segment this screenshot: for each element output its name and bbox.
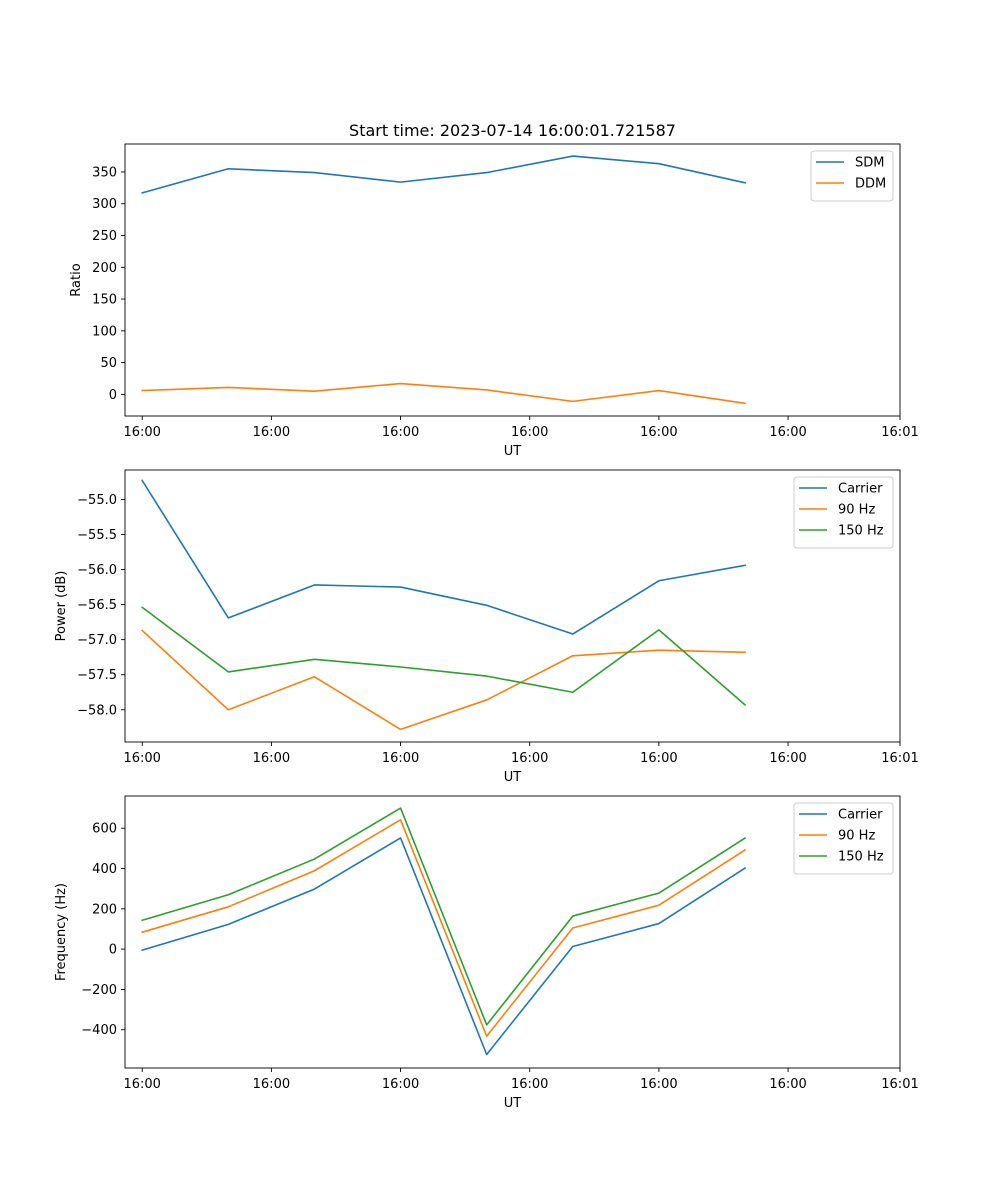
legend: SDM DDM — [810, 150, 894, 202]
series-line-150-hz — [141, 807, 747, 1026]
x-axis-label: UT — [504, 770, 522, 785]
y-tick-label: −56.0 — [77, 563, 117, 578]
x-tick-label: 16:00 — [769, 425, 806, 440]
y-axis-label: Ratio — [69, 263, 84, 296]
y-tick-label: −200 — [81, 983, 117, 998]
y-tick-label: 300 — [92, 197, 117, 212]
y-tick-label: 350 — [92, 165, 117, 180]
x-tick-label: 16:00 — [382, 751, 419, 766]
x-tick-label: 16:01 — [881, 1077, 918, 1092]
legend-label: 150 Hz — [838, 524, 884, 539]
legend-box — [810, 150, 894, 202]
axes-frame — [124, 795, 901, 1069]
y-tick-label: 150 — [92, 293, 117, 308]
legend-label: Carrier — [838, 808, 883, 823]
series-line-90-hz — [141, 629, 746, 731]
panel-3: 16:00 16:00 16:00 16:00 16:00 16:00 16:01 −400 −… — [54, 795, 919, 1111]
legend: Carrier 90 Hz 150 Hz — [793, 802, 894, 875]
x-tick-label: 16:00 — [640, 1077, 677, 1092]
series-line-carrier — [141, 479, 746, 635]
y-tick-label: 200 — [92, 261, 117, 276]
y-tick-label: −56.5 — [77, 598, 117, 613]
legend-label: 90 Hz — [838, 503, 875, 518]
y-tick-label: −55.0 — [77, 493, 117, 508]
x-axis-label: UT — [504, 444, 522, 459]
x-tick-label: 16:01 — [881, 425, 918, 440]
x-tick-label: 16:00 — [253, 751, 290, 766]
y-tick-label: −57.5 — [77, 668, 117, 683]
x-tick-label: 16:00 — [123, 425, 160, 440]
x-tick-label: 16:00 — [640, 425, 677, 440]
y-tick-label: 600 — [92, 822, 117, 837]
legend-label: 150 Hz — [838, 850, 884, 865]
y-tick-label: 0 — [109, 943, 117, 958]
chart-title: Start time: 2023-07-14 16:00:01.721587 — [349, 121, 676, 140]
y-axis-label: Power (dB) — [54, 571, 69, 642]
legend-label: Carrier — [838, 482, 883, 497]
series-line-150-hz — [141, 606, 747, 706]
x-tick-label: 16:00 — [382, 1077, 419, 1092]
legend-label: SDM — [855, 156, 884, 171]
y-tick-label: −57.0 — [77, 633, 117, 648]
legend: Carrier 90 Hz 150 Hz — [793, 476, 894, 549]
series-line-sdm — [141, 155, 746, 194]
y-tick-label: 250 — [92, 229, 117, 244]
x-tick-label: 16:00 — [511, 751, 548, 766]
y-axis-label: Frequency (Hz) — [54, 883, 69, 981]
x-tick-label: 16:00 — [640, 751, 677, 766]
axes-frame — [124, 143, 901, 417]
x-tick-label: 16:00 — [382, 425, 419, 440]
series-line-carrier — [141, 837, 747, 1056]
x-tick-label: 16:00 — [253, 1077, 290, 1092]
legend-label: 90 Hz — [838, 829, 875, 844]
y-tick-label: 200 — [92, 902, 117, 917]
x-tick-label: 16:00 — [123, 1077, 160, 1092]
y-tick-label: 400 — [92, 862, 117, 877]
x-tick-label: 16:00 — [511, 425, 548, 440]
x-tick-label: 16:00 — [511, 1077, 548, 1092]
series-line-90-hz — [141, 818, 747, 1037]
series-line-ddm — [141, 382, 746, 405]
x-axis-label: UT — [504, 1096, 522, 1111]
panel-2: 16:00 16:00 16:00 16:00 16:00 16:00 16:01 −58.0… — [54, 469, 919, 785]
axes-frame — [124, 469, 901, 743]
legend-label: DDM — [855, 177, 886, 192]
x-tick-label: 16:00 — [123, 751, 160, 766]
y-tick-label: 0 — [109, 388, 117, 403]
y-tick-label: −55.5 — [77, 528, 117, 543]
x-tick-label: 16:01 — [881, 751, 918, 766]
y-tick-label: −58.0 — [77, 703, 117, 718]
x-tick-label: 16:00 — [769, 1077, 806, 1092]
x-tick-label: 16:00 — [769, 751, 806, 766]
panels: 16:00 16:00 16:00 16:00 16:00 16:00 16:01 0 50 10… — [54, 143, 919, 1111]
y-tick-label: −400 — [81, 1023, 117, 1038]
y-tick-label: 100 — [92, 324, 117, 339]
panel-1: 16:00 16:00 16:00 16:00 16:00 16:00 16:01 0 50 10… — [69, 143, 919, 459]
x-tick-label: 16:00 — [253, 425, 290, 440]
y-tick-label: 50 — [100, 356, 117, 371]
